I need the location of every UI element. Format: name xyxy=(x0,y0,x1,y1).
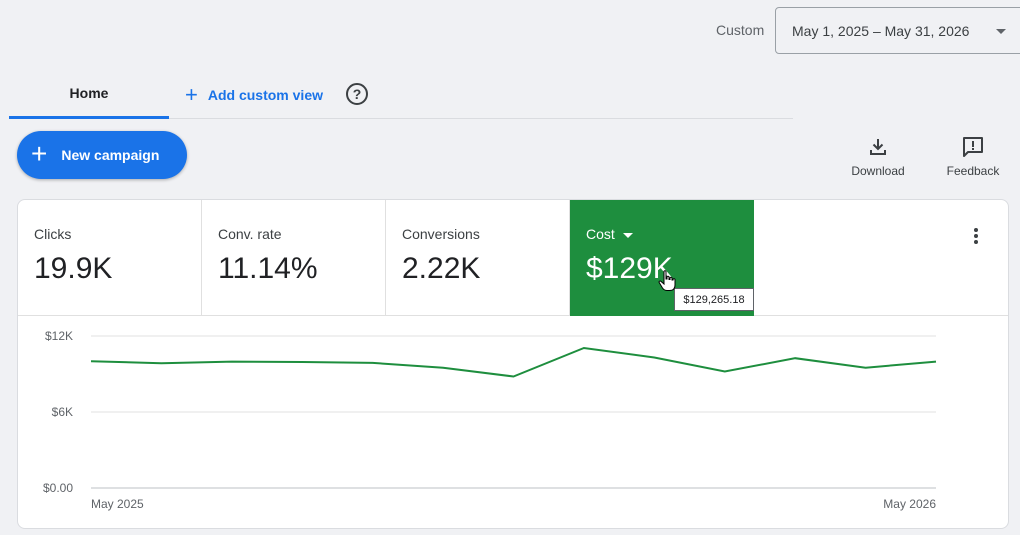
metric-value: 19.9K xyxy=(34,252,113,285)
metric-tile-conversions[interactable]: Conversions 2.22K xyxy=(386,200,570,316)
cost-line-chart: $0.00 $6K $12K May 2025 May 2026 xyxy=(43,329,937,511)
metric-value: $129K xyxy=(586,252,673,285)
metric-tile-spacer xyxy=(754,200,1008,316)
view-tabs: Home + Add custom view ? xyxy=(9,70,793,119)
y-tick-label: $0.00 xyxy=(43,481,73,495)
download-button[interactable]: Download xyxy=(846,134,910,178)
more-options-icon[interactable] xyxy=(974,228,978,244)
tab-home[interactable]: Home xyxy=(9,70,169,119)
date-range-label: Custom xyxy=(716,22,765,38)
cost-series-line xyxy=(90,346,937,378)
metric-tile-conv-rate[interactable]: Conv. rate 11.14% xyxy=(202,200,386,316)
tab-add-custom-view-label: Add custom view xyxy=(207,86,323,103)
help-icon[interactable]: ? xyxy=(346,83,368,105)
dropdown-arrow-icon[interactable] xyxy=(622,232,633,238)
y-tick-label: $12K xyxy=(45,329,73,343)
metric-label: Cost xyxy=(586,226,615,242)
date-range-value: May 1, 2025 – May 31, 2026 xyxy=(792,22,970,39)
x-tick-label: May 2026 xyxy=(883,497,936,511)
metric-label-row: Cost xyxy=(586,226,754,242)
metric-label: Conv. rate xyxy=(218,226,282,242)
hand-cursor-icon xyxy=(658,270,676,291)
feedback-icon xyxy=(962,134,984,160)
value-tooltip: $129,265.18 xyxy=(674,288,754,311)
x-tick-label: May 2025 xyxy=(91,497,144,511)
feedback-label: Feedback xyxy=(946,164,1000,178)
feedback-button[interactable]: Feedback xyxy=(940,134,1006,178)
download-label: Download xyxy=(851,164,905,178)
metric-label: Conversions xyxy=(402,226,480,242)
plus-icon: + xyxy=(185,81,198,107)
metric-label: Clicks xyxy=(34,226,72,242)
dropdown-caret-icon xyxy=(996,29,1006,34)
tab-add-custom-view[interactable]: + Add custom view xyxy=(185,70,323,119)
new-campaign-button[interactable]: + New campaign xyxy=(17,131,187,179)
download-icon xyxy=(868,134,888,160)
metric-value: 2.22K xyxy=(402,252,481,285)
metric-tile-clicks[interactable]: Clicks 19.9K xyxy=(18,200,202,316)
metric-value: 11.14% xyxy=(218,252,318,285)
plus-icon: + xyxy=(31,138,48,169)
date-range-picker[interactable]: May 1, 2025 – May 31, 2026 xyxy=(775,7,1020,54)
new-campaign-label: New campaign xyxy=(61,147,160,163)
performance-card: Clicks 19.9K Conv. rate 11.14% Conversio… xyxy=(17,199,1009,529)
y-tick-label: $6K xyxy=(52,405,73,419)
